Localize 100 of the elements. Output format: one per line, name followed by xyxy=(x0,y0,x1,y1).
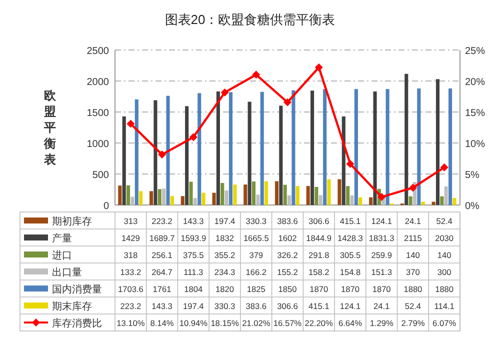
bar xyxy=(421,202,425,205)
data-label: 1820 xyxy=(216,284,234,294)
bar xyxy=(189,182,193,205)
y-tick-label: 500 xyxy=(92,170,110,181)
legend-label: 期初库存 xyxy=(52,216,92,228)
data-label: 24.1 xyxy=(374,301,390,311)
data-label: 1870 xyxy=(310,284,328,294)
bar xyxy=(252,182,256,205)
bar xyxy=(358,197,362,205)
data-label: 154.8 xyxy=(340,267,361,277)
point xyxy=(284,98,292,106)
bar xyxy=(130,196,134,205)
data-label: 140 xyxy=(406,250,420,260)
data-label: 264.7 xyxy=(152,267,173,277)
bar xyxy=(350,195,354,205)
data-label: 1880 xyxy=(404,284,423,294)
data-label: 300 xyxy=(437,267,452,277)
bar xyxy=(248,102,252,205)
bar xyxy=(256,194,260,205)
bar xyxy=(279,106,283,205)
data-label: 1880 xyxy=(435,284,454,294)
bar xyxy=(228,92,233,205)
bar xyxy=(260,92,264,205)
bar xyxy=(306,186,310,205)
data-label: 1665.5 xyxy=(243,233,270,243)
bar xyxy=(166,96,170,205)
bar xyxy=(386,89,390,205)
data-label: 133.2 xyxy=(120,267,142,277)
point xyxy=(440,163,448,172)
y-tick-label: 0 xyxy=(103,201,110,212)
data-label: 1870 xyxy=(340,284,360,294)
bar xyxy=(296,186,300,205)
data-label: 256.1 xyxy=(152,250,173,260)
bar xyxy=(158,189,162,205)
bar xyxy=(139,191,143,205)
bar xyxy=(436,79,440,205)
data-label: 223.2 xyxy=(120,301,142,311)
data-label: 330.3 xyxy=(246,216,267,226)
data-label: 166.2 xyxy=(246,267,267,277)
data-label: 16.57% xyxy=(273,318,302,328)
data-label: 151.3 xyxy=(371,267,392,277)
data-label: 355.2 xyxy=(214,250,236,260)
data-label: 1428.3 xyxy=(338,233,364,243)
data-label: 140 xyxy=(437,250,452,260)
data-label: 1870 xyxy=(372,284,392,294)
data-label: 379 xyxy=(249,250,264,260)
data-label: 1832 xyxy=(216,233,234,243)
data-label: 1850 xyxy=(278,284,298,294)
data-label: 1804 xyxy=(184,284,204,294)
bar xyxy=(448,88,452,205)
data-label: 197.4 xyxy=(214,216,236,226)
point xyxy=(378,193,386,201)
bar xyxy=(216,91,220,205)
bar xyxy=(323,89,327,205)
data-label: 143.3 xyxy=(183,216,204,226)
data-label: 305.5 xyxy=(340,250,361,260)
data-label: 318 xyxy=(124,250,138,260)
bar xyxy=(162,188,166,205)
point xyxy=(314,63,323,72)
data-label: 234.3 xyxy=(214,267,236,277)
bar xyxy=(310,90,314,205)
data-label: 306.6 xyxy=(277,301,298,311)
y-tick-label: 1000 xyxy=(86,139,110,150)
point xyxy=(252,70,260,79)
bar xyxy=(170,196,174,205)
data-label: 313 xyxy=(124,216,138,226)
legend-label: 产量 xyxy=(52,232,72,244)
data-label: 259.9 xyxy=(371,250,392,260)
data-label: 124.1 xyxy=(371,216,392,226)
bar xyxy=(185,106,189,205)
data-label: 18.15% xyxy=(210,318,240,328)
data-label: 111.3 xyxy=(184,267,204,277)
bar xyxy=(440,196,444,205)
data-label: 2.79% xyxy=(401,318,426,328)
data-label: 415.1 xyxy=(308,301,330,311)
data-label: 330.3 xyxy=(214,301,236,311)
data-label: 375.5 xyxy=(183,250,204,260)
y2-tick-label: 20% xyxy=(465,77,486,88)
bar xyxy=(274,181,279,205)
data-label: 8.14% xyxy=(150,318,174,328)
data-label: 1.29% xyxy=(370,318,394,328)
data-label: 1689.7 xyxy=(149,233,176,243)
data-label: 114.1 xyxy=(434,301,455,311)
bar xyxy=(373,91,377,205)
point xyxy=(158,150,166,159)
data-label: 158.2 xyxy=(308,267,330,277)
data-label: 24.1 xyxy=(404,216,422,226)
y-axis-title: 欧盟平衡表 xyxy=(43,88,57,166)
bar xyxy=(193,198,197,205)
bar xyxy=(327,179,331,205)
bar xyxy=(432,202,436,205)
bar xyxy=(198,93,202,205)
data-label: 124.1 xyxy=(340,301,361,311)
bar xyxy=(283,184,287,205)
data-label: 306.6 xyxy=(308,216,330,226)
data-label: 1825 xyxy=(246,284,266,294)
data-label: 1429 xyxy=(121,233,140,243)
bar xyxy=(180,196,184,205)
data-label: 1593.9 xyxy=(180,233,206,243)
y-tick-label: 2000 xyxy=(86,77,110,88)
